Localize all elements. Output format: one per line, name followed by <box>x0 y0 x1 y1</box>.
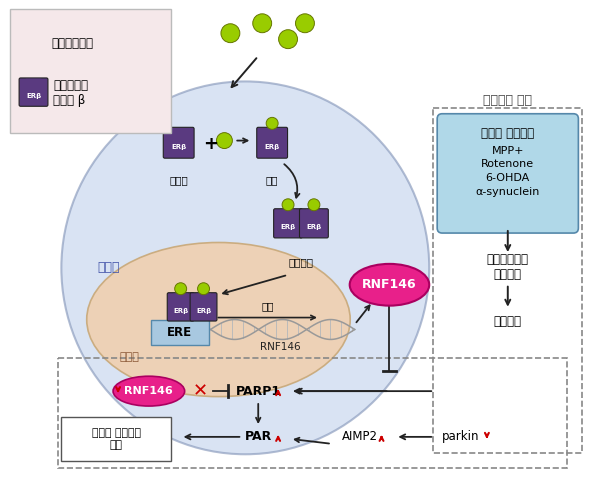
Circle shape <box>296 14 314 33</box>
Wedge shape <box>26 79 41 87</box>
Circle shape <box>282 199 294 211</box>
Text: ERβ: ERβ <box>280 224 296 230</box>
FancyBboxPatch shape <box>10 9 171 133</box>
Text: 활성산소: 활성산소 <box>494 315 522 328</box>
Wedge shape <box>196 294 211 302</box>
Text: 산화적 스트레스: 산화적 스트레스 <box>481 127 534 140</box>
Circle shape <box>24 34 42 52</box>
FancyBboxPatch shape <box>190 293 217 321</box>
Text: PARP1: PARP1 <box>236 385 281 398</box>
Wedge shape <box>170 129 187 137</box>
Circle shape <box>175 283 187 295</box>
Text: ERβ: ERβ <box>196 308 211 314</box>
Circle shape <box>253 14 272 33</box>
Wedge shape <box>264 129 280 137</box>
FancyBboxPatch shape <box>163 127 194 158</box>
Text: 이합체화: 이합체화 <box>289 257 314 267</box>
Text: ERβ: ERβ <box>173 308 188 314</box>
FancyBboxPatch shape <box>61 417 171 461</box>
Text: parkin: parkin <box>442 430 480 443</box>
Text: RNF146: RNF146 <box>260 342 300 352</box>
FancyBboxPatch shape <box>151 320 209 345</box>
Text: ✕: ✕ <box>193 382 208 400</box>
Ellipse shape <box>87 242 350 396</box>
Ellipse shape <box>350 264 429 305</box>
Circle shape <box>198 283 209 295</box>
Ellipse shape <box>61 81 429 454</box>
Text: ERβ: ERβ <box>26 93 41 99</box>
FancyBboxPatch shape <box>19 78 48 106</box>
Circle shape <box>266 117 278 129</box>
Circle shape <box>308 199 320 211</box>
FancyBboxPatch shape <box>167 293 194 321</box>
Text: α-synuclein: α-synuclein <box>475 187 540 197</box>
Text: RNF146: RNF146 <box>124 386 173 396</box>
Circle shape <box>217 133 233 149</box>
Text: 병리학적 상태: 병리학적 상태 <box>483 94 533 107</box>
Text: Rotenone: Rotenone <box>481 159 534 169</box>
Text: ERβ: ERβ <box>306 224 321 230</box>
Text: 도파민 신경세포
사멸: 도파민 신경세포 사멸 <box>92 428 140 450</box>
Text: +: + <box>203 135 218 152</box>
Text: 에스트로겐
수용체 β: 에스트로겐 수용체 β <box>54 79 89 107</box>
Text: 세포핵: 세포핵 <box>119 352 139 363</box>
Text: ERE: ERE <box>167 326 192 339</box>
Ellipse shape <box>113 376 184 406</box>
FancyBboxPatch shape <box>437 114 578 233</box>
Text: 세포질: 세포질 <box>98 261 120 274</box>
FancyBboxPatch shape <box>274 209 302 238</box>
Text: PAR: PAR <box>245 430 272 443</box>
Text: ERβ: ERβ <box>171 144 186 150</box>
Circle shape <box>221 24 240 43</box>
Wedge shape <box>306 210 322 218</box>
Text: 비활성: 비활성 <box>170 175 188 185</box>
Text: 전사: 전사 <box>262 302 274 312</box>
FancyBboxPatch shape <box>299 209 328 238</box>
Circle shape <box>278 30 298 48</box>
Text: ERβ: ERβ <box>265 144 280 150</box>
Text: AIMP2: AIMP2 <box>342 430 378 443</box>
Text: 6-OHDA: 6-OHDA <box>486 173 530 183</box>
Text: RNF146: RNF146 <box>362 278 416 291</box>
Wedge shape <box>280 210 296 218</box>
Text: 미토콘드리아
기능장애: 미토콘드리아 기능장애 <box>487 253 529 281</box>
Text: MPP+: MPP+ <box>491 146 524 155</box>
Wedge shape <box>174 294 188 302</box>
Text: 활성: 활성 <box>266 175 278 185</box>
Text: 리퀴리티게닌: 리퀴리티게닌 <box>51 37 93 50</box>
FancyBboxPatch shape <box>256 127 287 158</box>
